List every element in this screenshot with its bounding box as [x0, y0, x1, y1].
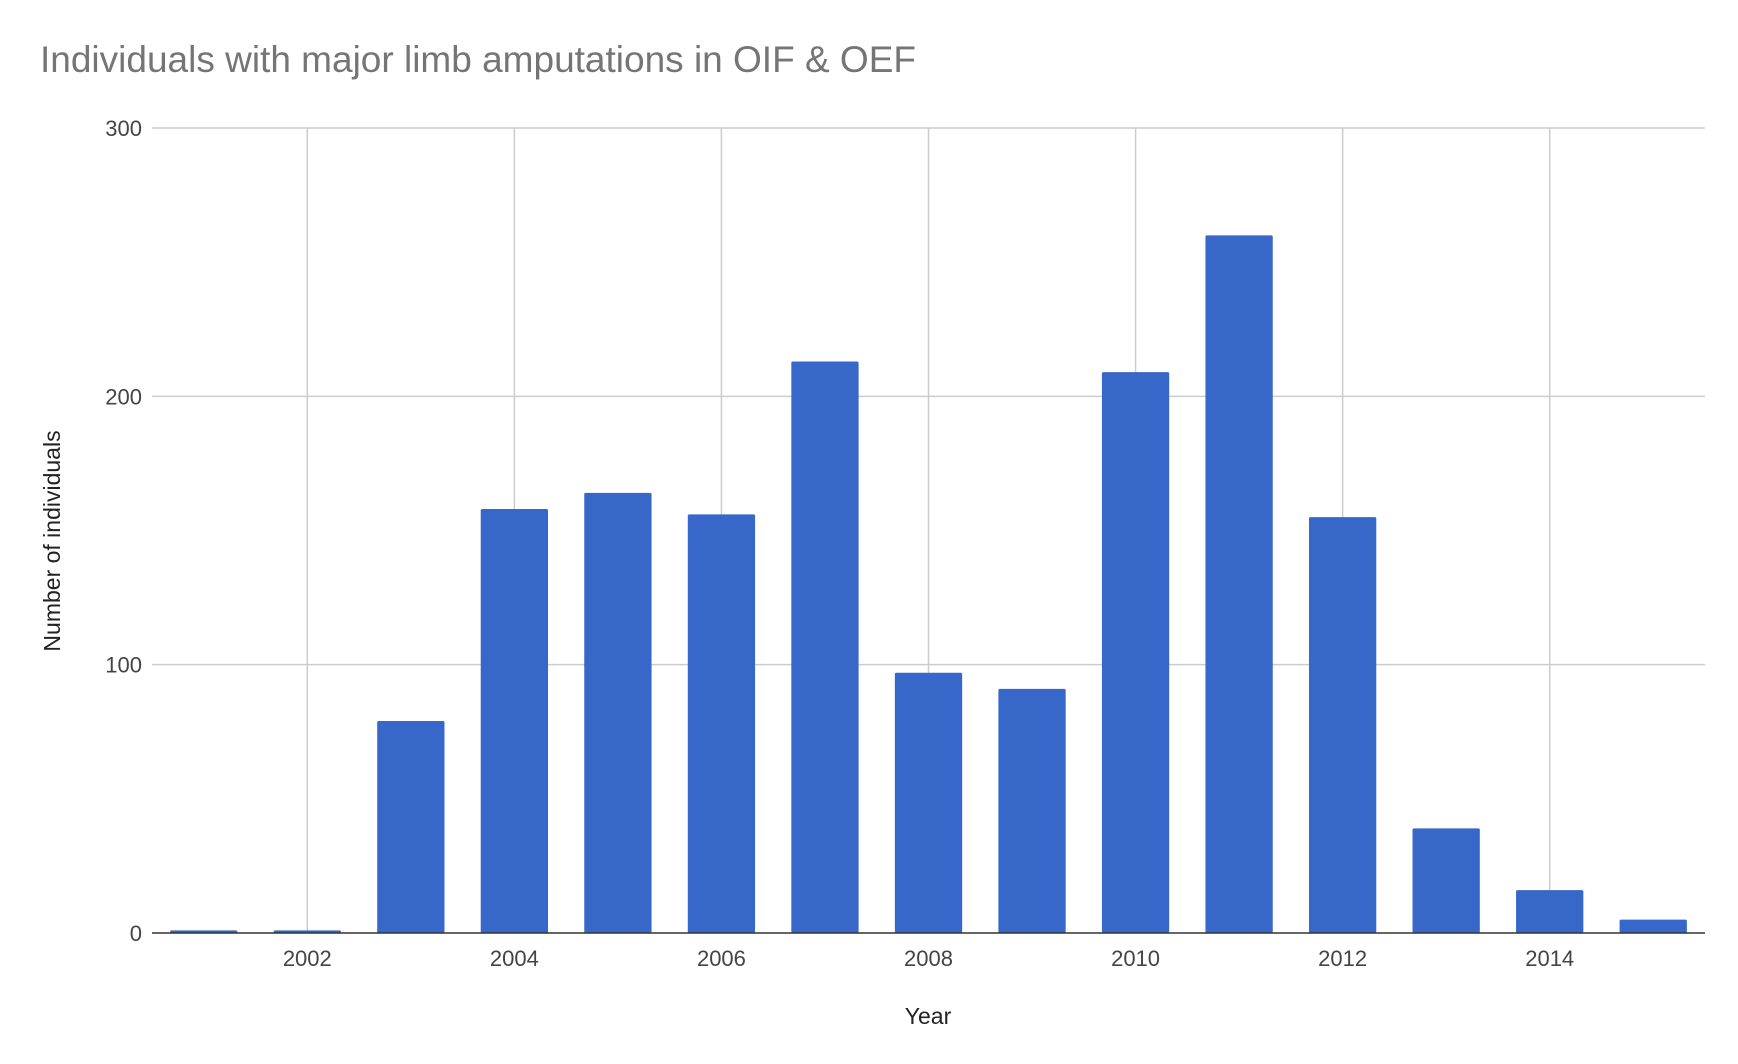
x-axis-title: Year [905, 1003, 952, 1029]
x-tick-label: 2002 [283, 946, 332, 971]
axes: 0 100 200 300 2002 2004 2006 2008 2010 2012 2014 [105, 116, 1705, 971]
x-tick-label: 2006 [697, 946, 746, 971]
bar-2012 [1308, 517, 1377, 933]
y-tick-label: 100 [105, 653, 142, 678]
bar-series [170, 235, 1687, 934]
chart-title: Individuals with major limb amputations … [40, 39, 916, 80]
bar-2005 [584, 492, 652, 933]
y-tick-label: 0 [130, 921, 142, 946]
bar-2010 [1101, 372, 1170, 933]
bar-2011 [1205, 235, 1273, 934]
bar-2007 [791, 361, 859, 933]
bar-2008 [894, 672, 963, 933]
bar-2009 [998, 688, 1066, 933]
x-tick-label: 2014 [1525, 946, 1574, 971]
x-tick-label: 2008 [904, 946, 953, 971]
bar-2013 [1412, 828, 1480, 933]
x-tick-label: 2010 [1111, 946, 1160, 971]
bar-2014 [1516, 890, 1584, 933]
bar-2004 [480, 509, 549, 933]
y-axis-title: Number of individuals [39, 430, 65, 651]
y-tick-label: 200 [105, 384, 142, 409]
bar-2015 [1619, 919, 1687, 933]
x-tick-label: 2012 [1318, 946, 1367, 971]
x-tick-label: 2004 [490, 946, 539, 971]
bar-2006 [687, 514, 756, 933]
bar-2003 [377, 721, 445, 933]
y-tick-label: 300 [105, 116, 142, 141]
